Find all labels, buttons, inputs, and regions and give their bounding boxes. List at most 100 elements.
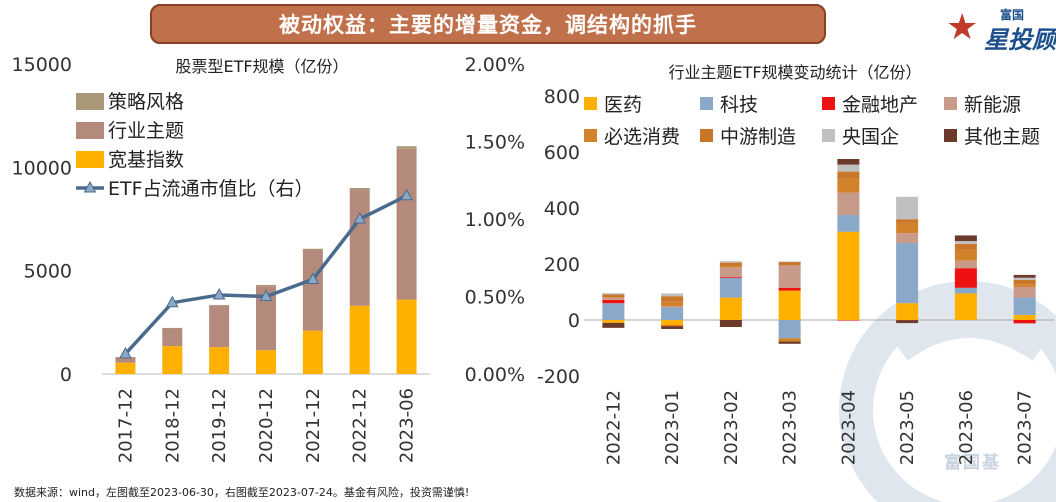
left-x-tick-label: 2023-06 [397,388,418,463]
zhongyou-bar [896,219,919,223]
broad-bar [396,299,417,374]
xinnengyuan-bar [837,192,860,215]
legend-swatch [944,97,957,110]
broad-bar [115,362,136,374]
yiyao-bar [954,293,977,320]
legend-label: 金融地产 [842,94,918,116]
bixuan-bar [661,301,684,306]
strategy-bar [396,146,417,149]
yiyao-bar [778,290,801,320]
ratio-point [353,211,367,224]
legend-swatch [76,93,104,110]
xinnengyuan-bar [719,267,742,278]
logo-small-text: 富国 [1000,8,1025,22]
keji-bar [954,287,977,294]
left-chart-title: 股票型ETF规模（亿份） [175,57,348,76]
yangguoqi-bar [837,164,860,172]
right-y-tick-label: 2.00% [465,54,525,76]
yangguoqi-bar [896,196,919,220]
ratio-point [259,289,273,301]
yiyao-bar [896,303,919,320]
keji-bar [896,243,919,304]
legend-label: 必选消费 [604,126,680,148]
right-chart-y-tick-label: 0 [568,310,580,332]
right-chart-y-tick-label: -200 [537,366,580,388]
keji-bar [602,303,625,320]
qita-bar [719,320,742,327]
yangguoqi-bar [602,293,625,295]
left-y-tick-label: 15000 [12,54,72,76]
zhongyou-bar [602,294,625,298]
bixuan-bar [602,297,625,298]
qita-bar [837,159,860,165]
industry-bar [349,190,370,306]
watermark-arc [892,312,1048,361]
left-y-tick-label: 10000 [12,157,72,179]
jinrong-bar [837,320,860,321]
yangguoqi-bar [661,293,684,297]
xinnengyuan-bar [954,260,977,269]
yiyao-bar [661,320,684,326]
legend-swatch [822,97,835,110]
jinrong-bar [778,287,801,291]
legend-label: 科技 [720,94,758,116]
industry-bar [162,328,183,347]
jinrong-bar [661,325,684,327]
page-title: 被动权益：主要的增量资金，调结构的抓手 [279,13,697,37]
ratio-point [400,188,413,201]
right-chart-y-tick-label: 800 [544,86,580,108]
legend-label: 央国企 [842,126,899,148]
qita-bar [896,320,919,324]
yangguoqi-bar [954,241,977,244]
source-footnote: 数据来源：wind，左图截至2023-06-30，右图截至2023-07-24。… [14,486,470,499]
legend-swatch [822,129,835,142]
right-y-tick-label: 0.00% [465,364,525,386]
legend-swatch [584,97,597,110]
zhongyou-bar [837,171,860,179]
keji-bar [1013,297,1036,315]
yangguoqi-bar [1013,277,1036,280]
ratio-point [212,287,226,300]
right-x-tick-label: 2023-07 [1015,390,1036,465]
legend-label: 行业主题 [108,120,184,142]
industry-bar [396,148,417,300]
right-x-tick-label: 2023-02 [721,390,742,465]
yiyao-bar [602,320,625,323]
broad-bar [256,350,276,374]
legend-label: 其他主题 [964,126,1040,148]
legend-swatch [944,129,957,142]
legend-swatch [76,122,104,139]
legend-label: 新能源 [964,94,1021,116]
right-chart-y-tick-label: 600 [544,142,580,164]
right-chart-title: 行业主题ETF规模变动统计（亿份） [668,63,921,82]
legend-label: ETF占流通市值比（右） [108,178,314,200]
qita-bar [602,322,625,328]
keji-bar [837,215,860,232]
right-x-tick-label: 2023-01 [662,390,683,465]
right-y-tick-label: 1.50% [465,132,525,154]
xinnengyuan-bar [1013,286,1036,298]
yiyao-bar [719,297,742,320]
left-x-tick-label: 2019-12 [209,388,230,463]
keji-bar [661,307,684,320]
zhongyou-bar [661,296,684,302]
left-x-tick-label: 2021-12 [303,388,324,463]
ratio-point [165,295,179,308]
ratio-point [306,272,320,284]
qita-bar [1013,274,1036,278]
left-x-tick-label: 2022-12 [350,388,371,463]
yangguoqi-bar [778,261,801,263]
strategy-bar [256,284,276,287]
zhongyou-bar [954,243,977,250]
bixuan-bar [778,338,801,342]
title-banner: 被动权益：主要的增量资金，调结构的抓手 [150,4,826,44]
legend-swatch [700,97,713,110]
keji-bar [719,278,742,298]
zhongyou-bar [778,262,801,266]
yiyao-bar [1013,314,1036,320]
right-y-tick-label: 0.50% [465,287,525,309]
jinrong-bar [719,277,742,278]
qita-bar [778,341,801,344]
bixuan-bar [954,249,977,261]
bixuan-bar [719,265,742,268]
